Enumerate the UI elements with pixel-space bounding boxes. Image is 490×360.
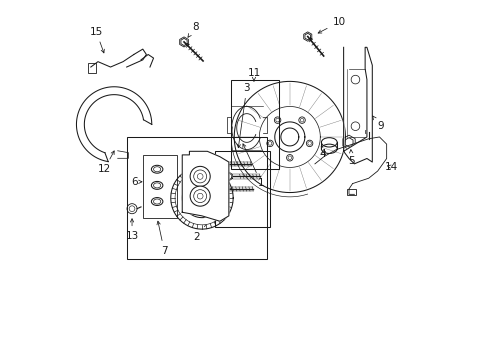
- Circle shape: [190, 166, 210, 186]
- Text: 13: 13: [125, 219, 139, 241]
- Text: 14: 14: [384, 162, 397, 172]
- Text: 2: 2: [193, 225, 205, 242]
- Text: 1: 1: [243, 144, 265, 188]
- Text: 4: 4: [320, 149, 326, 159]
- Bar: [143, 155, 177, 218]
- Text: 12: 12: [98, 151, 114, 174]
- Bar: [126, 137, 267, 259]
- Polygon shape: [182, 151, 229, 221]
- Bar: [88, 63, 96, 73]
- Text: 5: 5: [348, 150, 355, 166]
- Text: 3: 3: [237, 83, 250, 148]
- Text: 6: 6: [132, 177, 142, 187]
- Text: 7: 7: [157, 221, 168, 256]
- Bar: [215, 151, 270, 226]
- Bar: [365, 130, 372, 133]
- Bar: [347, 189, 356, 195]
- Text: 11: 11: [247, 68, 261, 81]
- Polygon shape: [343, 47, 372, 164]
- Text: 15: 15: [90, 27, 104, 53]
- Text: 9: 9: [373, 116, 384, 131]
- Bar: [231, 80, 279, 169]
- Text: 8: 8: [188, 22, 199, 37]
- Circle shape: [190, 186, 210, 206]
- Text: 10: 10: [318, 17, 345, 33]
